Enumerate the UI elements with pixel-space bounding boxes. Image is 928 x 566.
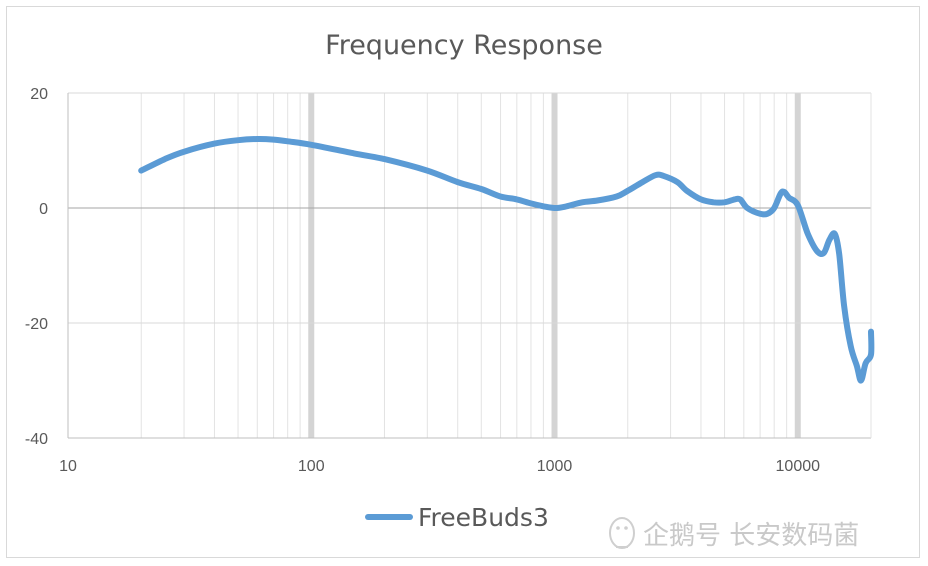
x-tick-label: 1000 — [537, 458, 573, 475]
x-tick-label: 10 — [59, 458, 77, 475]
watermark-text: 企鹅号 长安数码菌 — [643, 521, 859, 551]
penguin-icon — [609, 517, 635, 549]
minor-gridlines — [140, 93, 872, 438]
legend-label: FreeBuds3 — [418, 503, 549, 532]
series-line-freebuds3 — [138, 135, 875, 384]
y-tick-label: 0 — [39, 201, 48, 218]
y-tick-label: 20 — [30, 86, 48, 103]
y-tick-label: -20 — [25, 316, 48, 333]
series-layer — [138, 135, 875, 384]
x-tick-label: 10000 — [776, 458, 821, 475]
y-tick-labels: 20 0 -20 -40 — [25, 86, 48, 448]
axes — [67, 93, 872, 439]
watermark: 企鹅号 长安数码菌 — [609, 517, 859, 551]
chart-title: Frequency Response — [325, 30, 603, 61]
x-tick-label: 100 — [298, 458, 325, 475]
y-tick-label: -40 — [25, 431, 48, 448]
chart-frame — [6, 6, 920, 558]
legend: FreeBuds3 — [365, 503, 549, 532]
x-tick-labels: 10 100 1000 10000 — [59, 458, 820, 475]
major-gridlines — [68, 92, 871, 438]
